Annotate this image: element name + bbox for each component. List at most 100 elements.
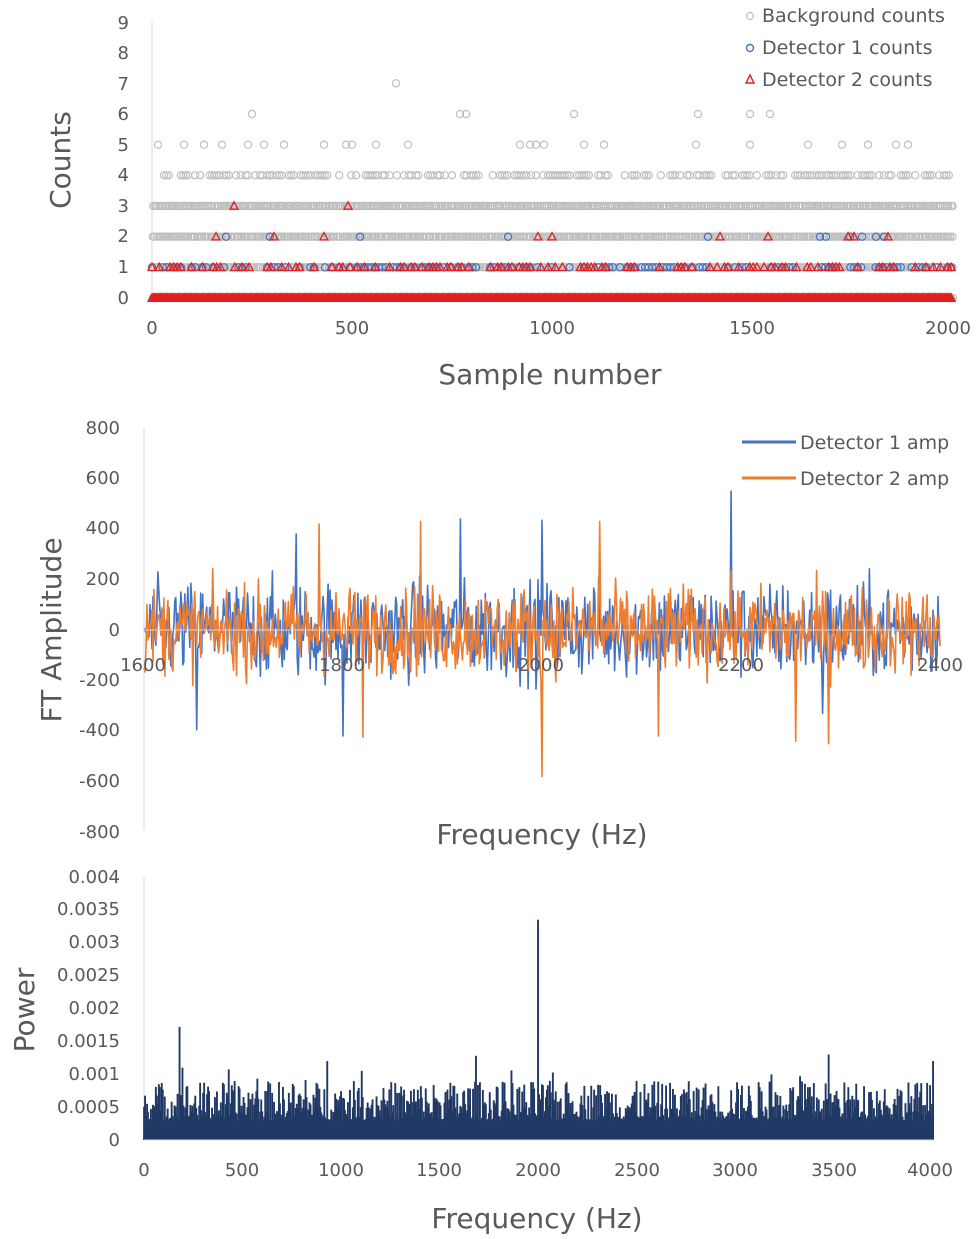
- background-point: [522, 171, 531, 180]
- power-bar: [603, 1115, 605, 1140]
- power-bar: [449, 1082, 452, 1140]
- power-bar: [569, 1103, 572, 1140]
- background-point: [391, 79, 401, 88]
- legend-label: Detector 1 amp: [800, 432, 949, 454]
- background-point: [197, 232, 207, 241]
- power-bar: [563, 1117, 566, 1140]
- power-bar: [615, 1113, 618, 1140]
- power-bar: [492, 1100, 495, 1140]
- background-point: [924, 232, 934, 241]
- power-bar: [360, 1070, 363, 1140]
- power-bar: [485, 1120, 488, 1140]
- chart3-y-tick-labels: 0.004 0.0035 0.003 0.0025 0.002 0.0015 0…: [57, 867, 120, 1151]
- power-bar: [747, 1085, 750, 1140]
- background-point: [660, 201, 669, 211]
- power-bar: [495, 1086, 498, 1140]
- power-bar: [804, 1083, 806, 1140]
- power-bar: [785, 1104, 788, 1140]
- power-bar: [816, 1118, 819, 1140]
- power-bar: [481, 1090, 484, 1140]
- background-point: [865, 171, 874, 180]
- power-bar: [538, 1094, 540, 1140]
- power-bar: [287, 1093, 290, 1140]
- power-bar: [516, 1088, 519, 1140]
- background-point: [843, 171, 853, 180]
- background-point: [260, 201, 269, 211]
- power-bar: [175, 1115, 178, 1140]
- power-bar: [799, 1076, 801, 1140]
- power-bar: [745, 1111, 748, 1140]
- power-bar: [391, 1112, 394, 1140]
- background-point: [222, 171, 231, 180]
- background-point: [318, 171, 327, 180]
- power-bar: [614, 1094, 617, 1140]
- power-bar: [183, 1116, 186, 1140]
- power-bar: [580, 1095, 583, 1140]
- background-point: [378, 232, 387, 241]
- power-bar: [700, 1107, 703, 1140]
- power-bar: [188, 1115, 191, 1140]
- power-bar: [154, 1086, 157, 1140]
- power-bar: [740, 1095, 742, 1140]
- power-bar: [584, 1109, 587, 1140]
- power-bar: [144, 1095, 146, 1140]
- power-bar: [768, 1081, 771, 1140]
- power-bar: [869, 1120, 871, 1140]
- power-bar: [195, 1108, 198, 1140]
- background-point: [169, 201, 179, 211]
- background-point: [876, 201, 886, 211]
- power-bar: [517, 1120, 520, 1140]
- power-bar: [633, 1091, 636, 1140]
- power-bar: [239, 1112, 242, 1140]
- power-bar: [686, 1103, 689, 1140]
- power-bar: [166, 1108, 169, 1140]
- power-bar: [750, 1115, 753, 1140]
- power-bar: [491, 1118, 494, 1140]
- power-bar: [356, 1091, 359, 1140]
- power-bar: [846, 1100, 849, 1140]
- power-bar: [400, 1086, 403, 1140]
- background-point: [810, 201, 819, 211]
- power-bar: [272, 1120, 274, 1140]
- power-bar: [733, 1119, 735, 1140]
- power-bar: [573, 1119, 576, 1140]
- background-point: [586, 232, 595, 241]
- detector-2-point: [326, 261, 338, 272]
- power-bar: [549, 1092, 552, 1140]
- detector-2-point: [928, 261, 939, 272]
- background-point: [650, 201, 659, 211]
- power-bar: [252, 1119, 255, 1140]
- detector-2-point: [265, 261, 276, 272]
- background-point: [403, 140, 413, 149]
- power-bar: [616, 1117, 619, 1140]
- power-bar: [697, 1089, 700, 1140]
- power-bar: [521, 1091, 524, 1140]
- power-bar: [866, 1117, 868, 1140]
- power-bar: [197, 1119, 200, 1140]
- detector-2-point: [882, 231, 894, 241]
- detector-2-point: [370, 261, 381, 272]
- power-bar: [613, 1116, 616, 1140]
- detector-2-point: [456, 261, 467, 272]
- power-bar: [453, 1085, 456, 1140]
- background-point: [411, 171, 421, 180]
- power-bar: [663, 1120, 666, 1140]
- x-tick-label: 1600: [120, 655, 166, 676]
- x-tick-label: 1500: [729, 318, 775, 339]
- power-bar: [372, 1119, 375, 1140]
- power-bar: [818, 1111, 821, 1140]
- power-bar: [635, 1080, 638, 1140]
- power-bar: [169, 1117, 172, 1140]
- background-point: [718, 201, 727, 211]
- y-tick-label: 0.0035: [57, 899, 120, 920]
- x-tick-label: 2000: [515, 1160, 561, 1181]
- power-bar: [217, 1116, 219, 1140]
- chart3-y-axis-title: Power: [8, 967, 41, 1052]
- power-bar: [233, 1081, 236, 1140]
- power-bar: [734, 1114, 736, 1140]
- background-point: [241, 171, 250, 180]
- y-tick-label: 0.0005: [57, 1097, 120, 1118]
- power-bar: [262, 1120, 265, 1140]
- power-bar: [238, 1088, 241, 1140]
- power-bar: [258, 1119, 261, 1140]
